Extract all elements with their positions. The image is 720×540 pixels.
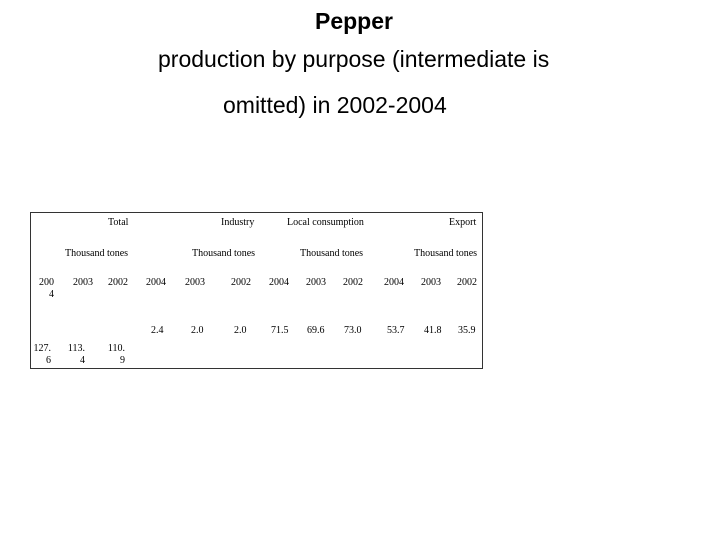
year-header: 2002 [457, 277, 477, 288]
unit-label-industry: Thousand tones [192, 248, 256, 259]
year-header: 2003 [185, 277, 205, 288]
unit-label-local: Thousand tones [300, 248, 364, 259]
year-header: 2004 [384, 277, 404, 288]
year-header: 2004 [269, 277, 289, 288]
year-header: 2004 [146, 277, 166, 288]
value-cell: 41.8 [424, 325, 442, 336]
production-table: Total Industry Local consumption Export … [30, 212, 483, 369]
value-cell: 2.4 [151, 325, 164, 336]
year-header: 2003 [73, 277, 93, 288]
year-header: 200 4 [39, 277, 54, 300]
year-header: 2002 [343, 277, 363, 288]
value-cell: 110. 9 [107, 343, 125, 366]
value-cell: 127. 6 [33, 343, 52, 366]
unit-label-total: Thousand tones [65, 248, 129, 259]
value-cell: 73.0 [344, 325, 362, 336]
group-header-local: Local consumption [287, 217, 364, 228]
value-cell: 69.6 [307, 325, 325, 336]
group-header-total: Total [108, 217, 129, 228]
year-header: 2003 [306, 277, 326, 288]
group-header-industry: Industry [221, 217, 255, 228]
unit-label-export: Thousand tones [414, 248, 478, 259]
page-title: Pepper [315, 8, 393, 34]
value-cell: 2.0 [191, 325, 204, 336]
subtitle-line: omitted) in 2002-2004 [223, 92, 447, 118]
value-cell: 2.0 [234, 325, 247, 336]
year-header: 2003 [421, 277, 441, 288]
value-cell: 71.5 [271, 325, 289, 336]
subtitle-line: production by purpose (intermediate is [158, 46, 550, 72]
year-header: 2002 [231, 277, 251, 288]
value-cell: 35.9 [458, 325, 476, 336]
value-cell: 113. 4 [67, 343, 85, 366]
year-header: 2002 [108, 277, 128, 288]
group-header-export: Export [449, 217, 477, 228]
value-cell: 53.7 [387, 325, 405, 336]
